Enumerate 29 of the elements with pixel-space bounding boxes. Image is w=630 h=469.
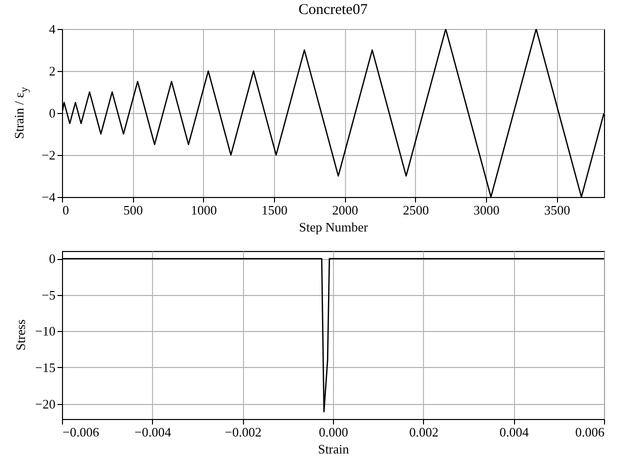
x-tick-label: −0.002 [224, 424, 262, 440]
x-tick-label: −0.004 [134, 424, 172, 440]
x-tick-label: 1500 [261, 202, 288, 218]
x-tick-label: 1000 [190, 202, 217, 218]
x-tick-label: 3000 [473, 202, 500, 218]
x-tick-label: 3500 [544, 202, 570, 218]
y-tick-label: −4 [42, 190, 56, 204]
x-tick-label: 0 [62, 202, 69, 218]
x-axis-title: Step Number [299, 220, 369, 234]
x-tick-label: 2000 [332, 202, 358, 218]
y-tick-label: 0 [49, 251, 56, 266]
x-tick-label: 0.006 [575, 424, 605, 440]
y-tick-label: 4 [49, 22, 56, 36]
y-tick-label: −20 [35, 396, 56, 412]
x-tick-label: 0.004 [500, 424, 530, 440]
x-tick-label: −0.006 [62, 424, 100, 440]
y-tick-label: −15 [35, 360, 56, 375]
x-tick-label: 2500 [402, 202, 429, 218]
y-axis-title: Stress [13, 319, 29, 351]
y-tick-label: −10 [35, 324, 56, 339]
chart-title: Concrete07 [298, 2, 368, 18]
y-tick-label: −5 [42, 287, 56, 302]
x-tick-label: 0.000 [318, 424, 348, 440]
y-tick-label: −2 [42, 148, 56, 162]
x-tick-label: 500 [123, 202, 143, 218]
y-tick-label: 2 [49, 64, 56, 78]
x-tick-label: 0.002 [409, 424, 438, 440]
x-axis-title: Strain [318, 442, 350, 456]
y-tick-label: 0 [49, 106, 56, 120]
